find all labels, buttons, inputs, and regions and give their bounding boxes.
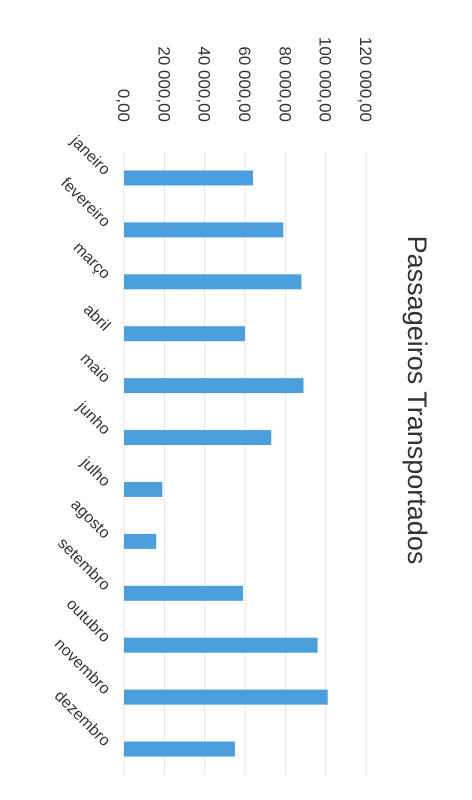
bar-3 (124, 326, 245, 342)
bar-11 (124, 741, 235, 757)
bar-2 (124, 274, 302, 290)
category-tick-label: abril (80, 301, 113, 334)
category-tick-label: agosto (67, 496, 113, 542)
category-tick-label: março (70, 239, 114, 283)
value-axis-ticks: 0,00 20 000,00 40 000,00 60 000,00 80 000,00… (114, 37, 375, 122)
chart-title: Passageiros Transportados (402, 236, 432, 565)
bar-8 (124, 585, 243, 601)
value-tick-label: 40 000,00 (195, 46, 214, 122)
category-tick-label: fevereiro (57, 175, 113, 231)
bar-9 (124, 637, 318, 653)
category-tick-label: maio (77, 350, 114, 387)
bars (123, 170, 328, 757)
category-tick-label: junho (73, 398, 113, 438)
bar-6 (124, 481, 163, 497)
category-tick-label: novembro (51, 636, 113, 698)
bar-10 (124, 689, 328, 705)
value-tick-label: 80 000,00 (275, 46, 294, 122)
value-tick-label: 100 000,00 (316, 37, 335, 122)
bar-5 (124, 430, 272, 446)
category-tick-label: janeiro (67, 132, 114, 179)
category-tick-label: setembro (54, 535, 113, 594)
bar-0 (124, 170, 254, 186)
value-tick-label: 20 000,00 (154, 46, 173, 122)
value-tick-label: 60 000,00 (235, 46, 254, 122)
category-tick-label: julho (77, 454, 114, 491)
bar-7 (123, 533, 157, 549)
bar-1 (124, 222, 284, 238)
category-tick-label: dezembro (51, 688, 113, 750)
value-tick-label: 0,00 (114, 89, 133, 122)
category-tick-label: outubro (63, 596, 113, 646)
bar-4 (124, 378, 304, 394)
value-tick-label: 120 000,00 (356, 37, 375, 122)
gridlines (123, 152, 367, 775)
